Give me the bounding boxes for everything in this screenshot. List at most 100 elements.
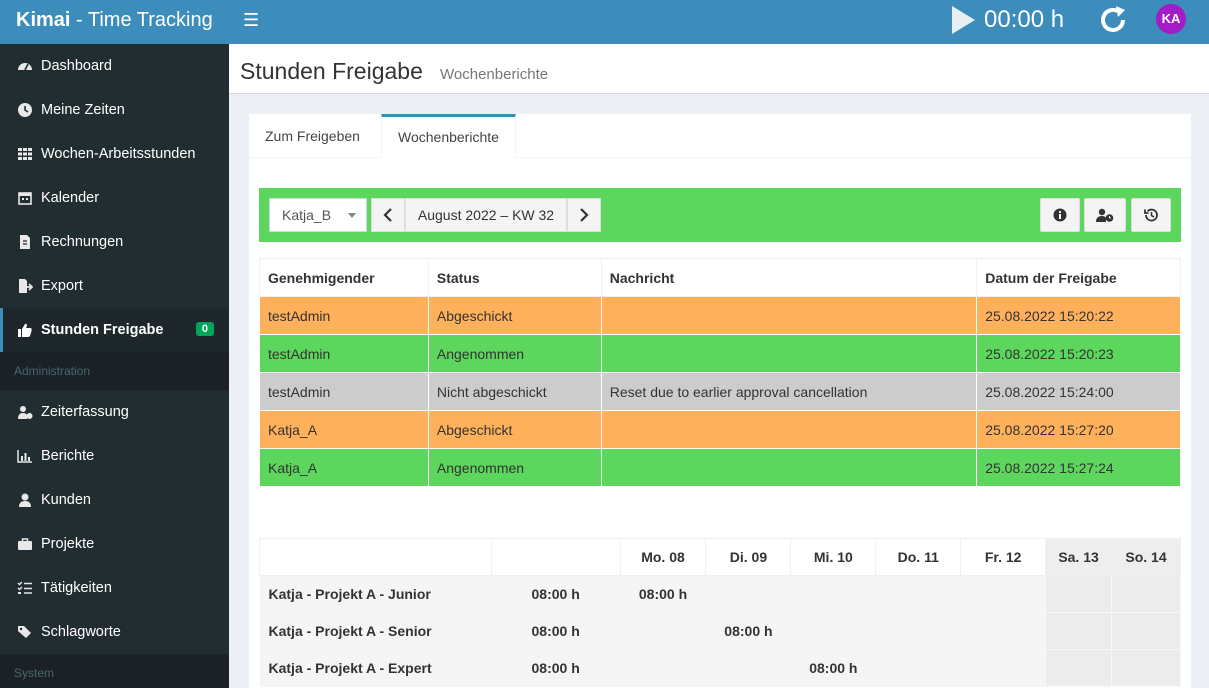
week-picker[interactable]: August 2022 – KW 32 bbox=[405, 198, 567, 232]
day-cell bbox=[790, 612, 876, 650]
week-navigation: August 2022 – KW 32 bbox=[371, 198, 601, 232]
table-row: Katja - Projekt A - Expert 08:00 h 08:00… bbox=[259, 649, 1181, 687]
status-cell: Abgeschickt bbox=[427, 410, 602, 449]
day-cell bbox=[1111, 575, 1181, 613]
table-row: Katja - Projekt A - Junior 08:00 h 08:00… bbox=[259, 575, 1181, 613]
approver-cell: testAdmin bbox=[259, 372, 429, 411]
column-header-date: Datum der Freigabe bbox=[976, 258, 1181, 297]
sidebar-item-label: Kalender bbox=[41, 190, 100, 206]
day-cell bbox=[1111, 649, 1181, 687]
sidebar-item-taetigkeiten[interactable]: Tätigkeiten bbox=[0, 566, 229, 610]
sidebar-section-header: System bbox=[0, 654, 229, 688]
top-navbar: ☰ 00:00 h KA bbox=[229, 0, 1209, 44]
tab-bar: Zum Freigeben Wochenberichte bbox=[249, 114, 1191, 158]
sidebar-item-kalender[interactable]: Kalender bbox=[0, 176, 229, 220]
sidebar-item-stunden-freigabe[interactable]: Stunden Freigabe 0 bbox=[0, 308, 229, 352]
table-row: Katja_A Abgeschickt 25.08.2022 15:27:20 bbox=[259, 410, 1181, 449]
day-cell bbox=[875, 612, 961, 650]
row-total: 08:00 h bbox=[491, 612, 621, 650]
sidebar-section-header: Administration bbox=[0, 352, 229, 390]
column-header-approver: Genehmigender bbox=[259, 258, 429, 297]
sidebar-item-label: Rechnungen bbox=[41, 234, 124, 250]
column-header-name bbox=[259, 538, 492, 576]
day-cell bbox=[620, 612, 706, 650]
day-cell: 08:00 h bbox=[790, 649, 876, 687]
briefcase-icon bbox=[16, 535, 34, 553]
play-icon[interactable] bbox=[949, 4, 977, 36]
tags-icon bbox=[16, 623, 34, 641]
user-clock-button[interactable] bbox=[1084, 198, 1126, 232]
sidebar-item-wochen-arbeitsstunden[interactable]: Wochen-Arbeitsstunden bbox=[0, 132, 229, 176]
sidebar-item-zeiterfassung[interactable]: Zeiterfassung bbox=[0, 390, 229, 434]
sidebar-item-berichte[interactable]: Berichte bbox=[0, 434, 229, 478]
row-total: 08:00 h bbox=[491, 575, 621, 613]
reload-icon[interactable] bbox=[1097, 4, 1129, 36]
sidebar-item-projekte[interactable]: Projekte bbox=[0, 522, 229, 566]
next-week-button[interactable] bbox=[567, 198, 601, 232]
message-cell bbox=[600, 296, 978, 335]
grid-icon bbox=[16, 145, 34, 163]
sidebar-item-meine-zeiten[interactable]: Meine Zeiten bbox=[0, 88, 229, 132]
weekly-hours-table: Mo. 08 Di. 09 Mi. 10 Do. 11 Fr. 12 Sa. 1… bbox=[259, 538, 1181, 687]
sidebar-item-kunden[interactable]: Kunden bbox=[0, 478, 229, 522]
row-total: 08:00 h bbox=[491, 649, 621, 687]
history-button[interactable] bbox=[1131, 198, 1171, 232]
sidebar-item-label: Projekte bbox=[41, 536, 95, 552]
day-cell bbox=[960, 649, 1046, 687]
user-icon bbox=[16, 491, 34, 509]
day-cell bbox=[620, 649, 706, 687]
sidebar-item-label: Dashboard bbox=[41, 58, 112, 74]
table-row: testAdmin Abgeschickt 25.08.2022 15:20:2… bbox=[259, 296, 1181, 335]
column-header-total bbox=[490, 538, 621, 576]
prev-week-button[interactable] bbox=[371, 198, 405, 232]
activity-name: Katja - Projekt A - Junior bbox=[259, 575, 492, 613]
table-row: testAdmin Angenommen 25.08.2022 15:20:23 bbox=[259, 334, 1181, 373]
user-select[interactable]: Katja_B bbox=[269, 198, 367, 232]
invoice-icon bbox=[16, 233, 34, 251]
activity-name: Katja - Projekt A - Senior bbox=[259, 612, 492, 650]
sidebar-item-label: Stunden Freigabe bbox=[41, 322, 164, 338]
day-header: Do. 11 bbox=[875, 538, 962, 576]
day-cell bbox=[875, 575, 961, 613]
day-cell bbox=[705, 575, 791, 613]
info-button[interactable] bbox=[1040, 198, 1080, 232]
column-header-message: Nachricht bbox=[600, 258, 978, 297]
tab-zum-freigeben[interactable]: Zum Freigeben bbox=[265, 128, 360, 144]
sidebar-item-schlagworte[interactable]: Schlagworte bbox=[0, 610, 229, 654]
table-row: testAdmin Nicht abgeschickt Reset due to… bbox=[259, 372, 1181, 411]
sidebar-item-label: Berichte bbox=[41, 448, 95, 464]
table-row: Katja - Projekt A - Senior 08:00 h 08:00… bbox=[259, 612, 1181, 650]
date-cell: 25.08.2022 15:24:00 bbox=[976, 372, 1181, 411]
date-cell: 25.08.2022 15:27:20 bbox=[976, 410, 1181, 449]
message-cell: Reset due to earlier approval cancellati… bbox=[600, 372, 978, 411]
timer-display: 00:00 h bbox=[984, 6, 1065, 33]
sidebar-item-rechnungen[interactable]: Rechnungen bbox=[0, 220, 229, 264]
sidebar: Dashboard Meine Zeiten Wochen-Arbeitsstu… bbox=[0, 44, 229, 688]
sidebar-item-label: Schlagworte bbox=[41, 624, 121, 640]
day-cell bbox=[1045, 575, 1113, 613]
status-cell: Nicht abgeschickt bbox=[427, 372, 602, 411]
sidebar-item-label: Export bbox=[41, 278, 83, 294]
sidebar-item-dashboard[interactable]: Dashboard bbox=[0, 44, 229, 88]
day-header: Mo. 08 bbox=[619, 538, 707, 576]
user-avatar[interactable]: KA bbox=[1156, 4, 1186, 34]
tab-wochenberichte[interactable]: Wochenberichte bbox=[381, 114, 516, 158]
message-cell bbox=[600, 334, 978, 373]
day-cell: 08:00 h bbox=[705, 612, 791, 650]
day-header: Mi. 10 bbox=[790, 538, 877, 576]
clock-icon bbox=[16, 101, 34, 119]
info-icon bbox=[1053, 208, 1067, 222]
approver-cell: testAdmin bbox=[259, 296, 429, 335]
hamburger-menu-icon[interactable]: ☰ bbox=[243, 10, 260, 30]
history-icon bbox=[1144, 208, 1158, 222]
app-brand[interactable]: Kimai - Time Tracking bbox=[0, 0, 229, 44]
sidebar-item-label: Meine Zeiten bbox=[41, 102, 125, 118]
users-clock-icon bbox=[16, 403, 34, 421]
day-cell bbox=[960, 575, 1046, 613]
brand-suffix: - Time Tracking bbox=[70, 9, 213, 31]
sidebar-item-export[interactable]: Export bbox=[0, 264, 229, 308]
approver-cell: testAdmin bbox=[259, 334, 429, 373]
main-box: Zum Freigeben Wochenberichte Katja_B Aug… bbox=[249, 114, 1191, 688]
day-header: Fr. 12 bbox=[960, 538, 1047, 576]
date-cell: 25.08.2022 15:20:23 bbox=[976, 334, 1181, 373]
